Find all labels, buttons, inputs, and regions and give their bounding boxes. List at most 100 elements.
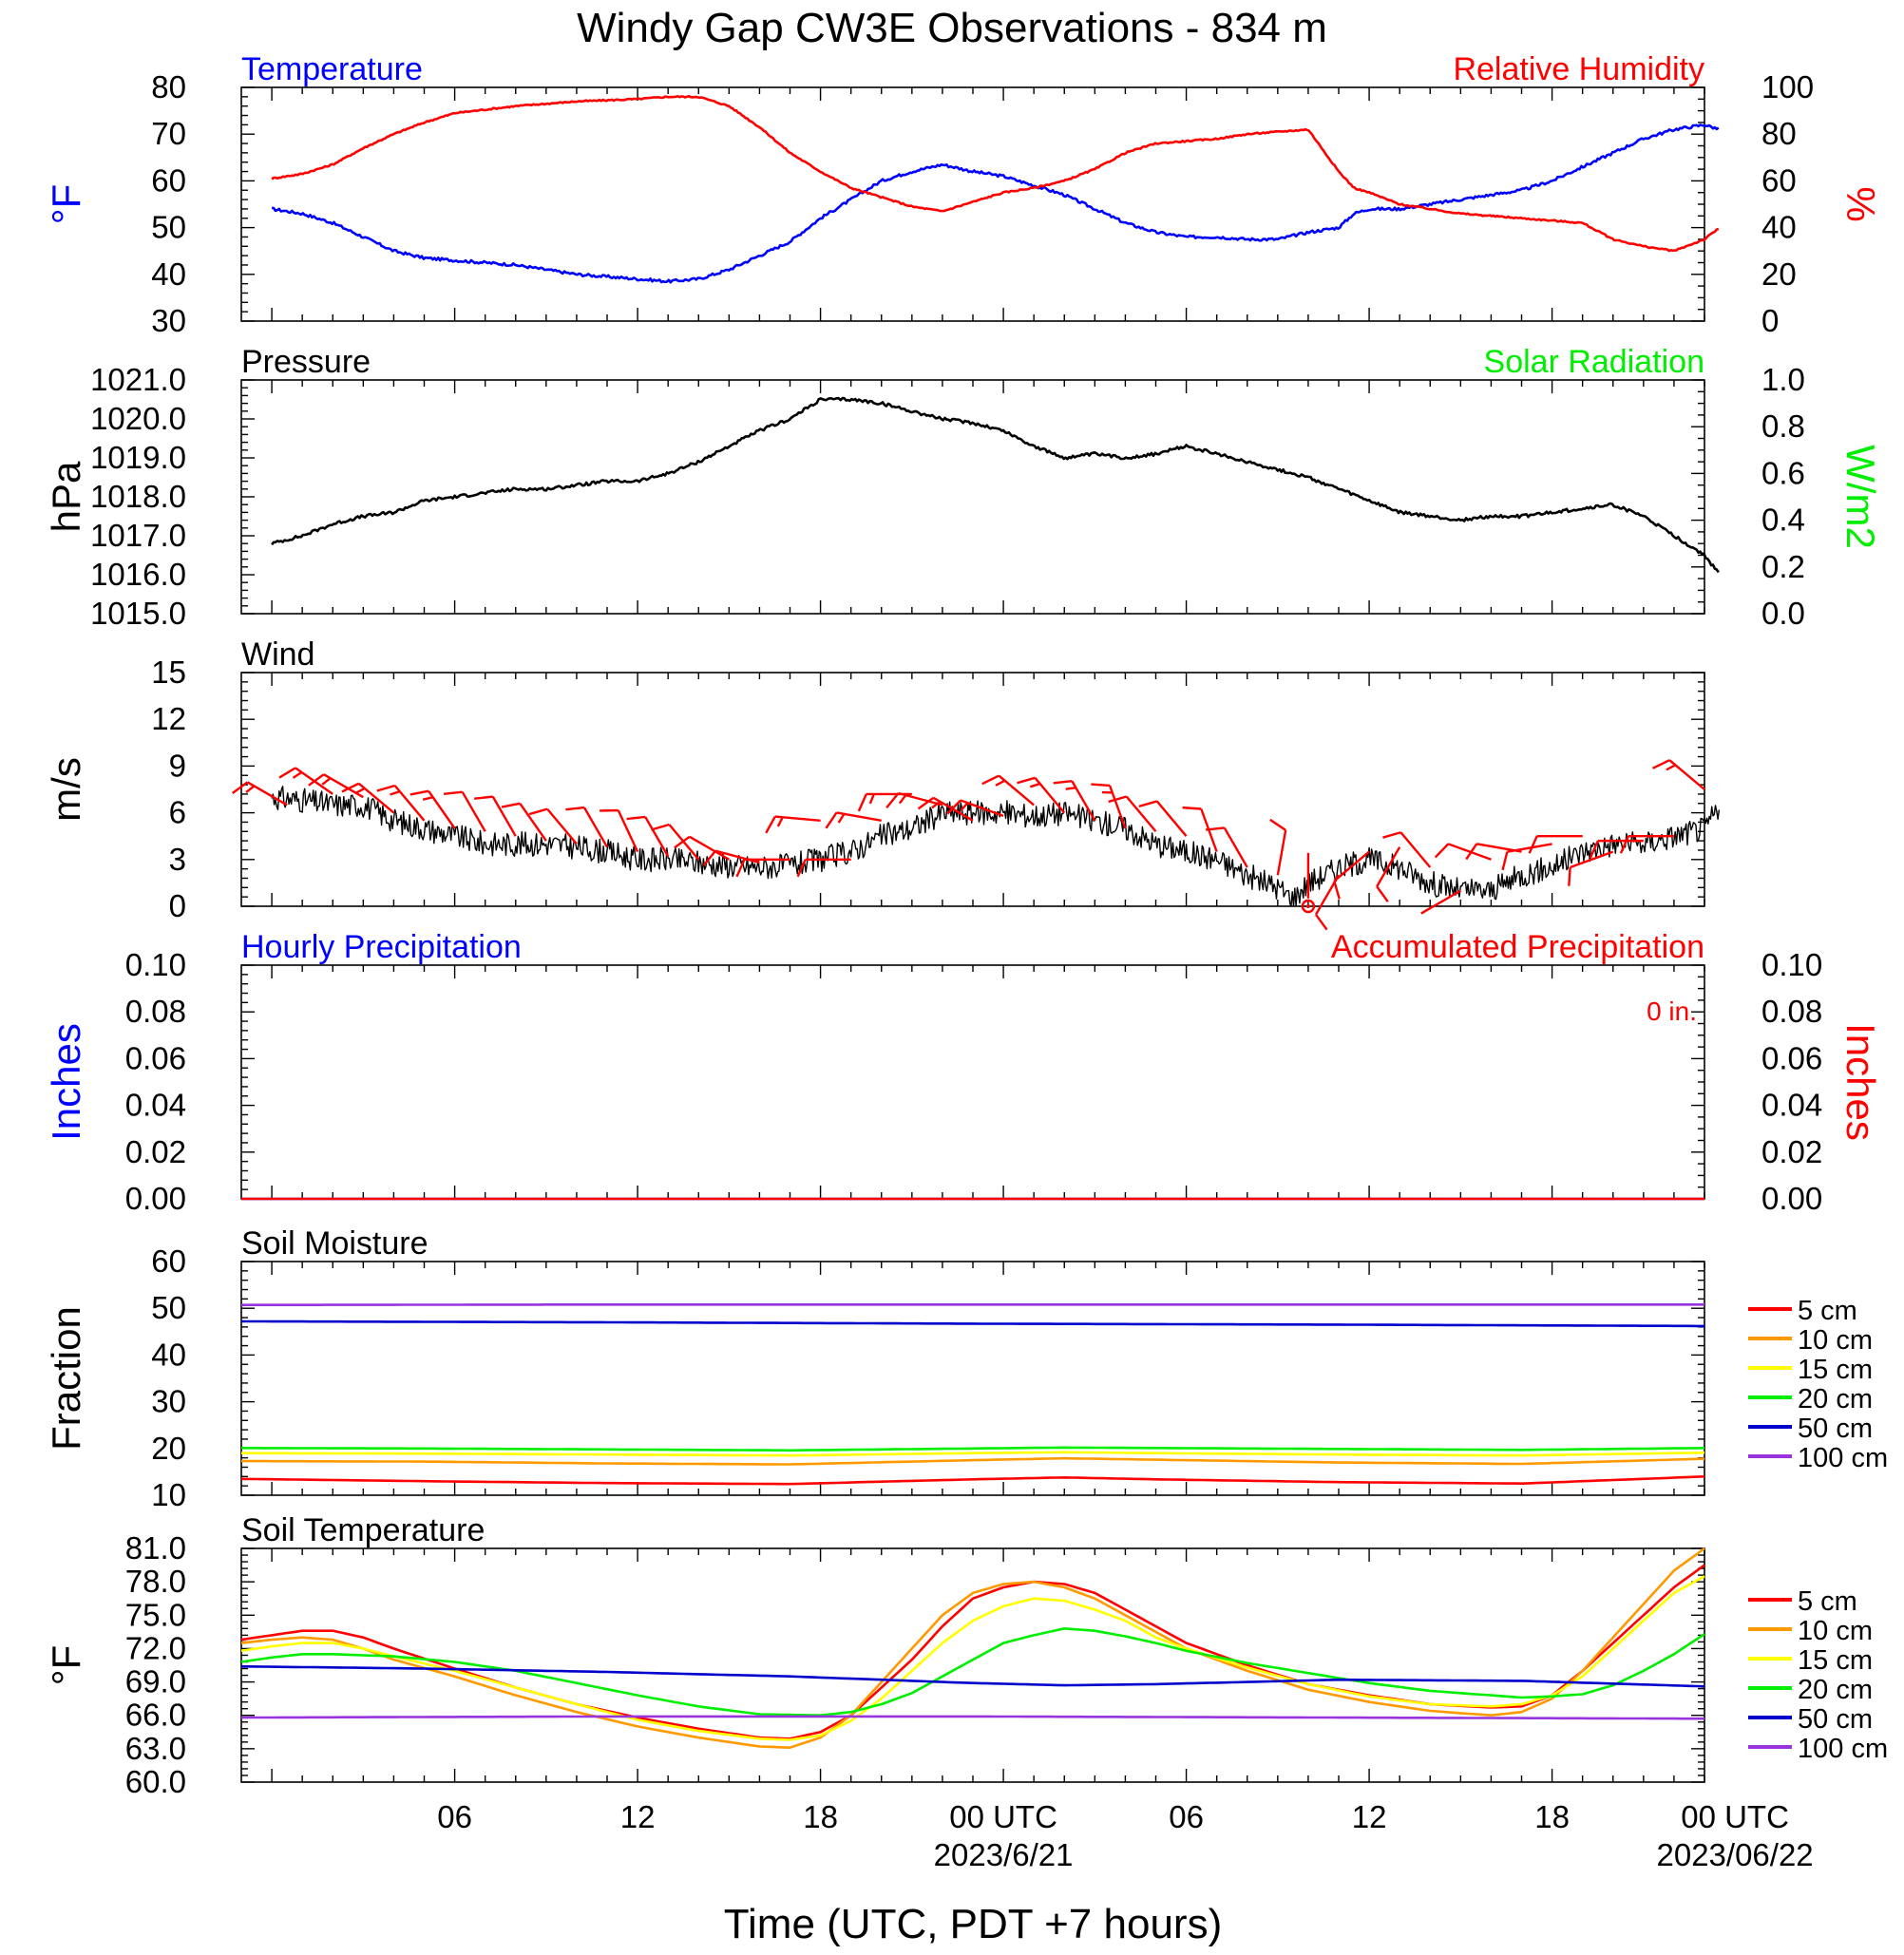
barb-shaft: [461, 791, 486, 832]
y-tick-label-right: 0.4: [1761, 503, 1805, 538]
barb-shaft: [898, 791, 943, 807]
y-tick-label-right: 1.0: [1761, 362, 1805, 397]
barb-feather: [1465, 843, 1478, 861]
barb-half-feather: [837, 813, 846, 824]
legend-label: 15 cm: [1798, 1645, 1873, 1676]
wind-barb: [1589, 839, 1644, 859]
legend-label: 50 cm: [1798, 1414, 1873, 1444]
barb-shaft: [1108, 785, 1127, 829]
barb-feather: [735, 859, 746, 878]
y-tick-label-right: 20: [1761, 256, 1797, 292]
y-axis-label-left: m/s: [44, 757, 88, 822]
panel-title-right: Solar Radiation: [1484, 344, 1704, 380]
barb-feather: [600, 808, 619, 812]
wind-barb: [1652, 759, 1705, 790]
barb-feather: [674, 835, 691, 849]
barb-feather: [278, 767, 296, 779]
y-tick-label-right: 80: [1761, 116, 1797, 151]
y-tick-label: 80: [151, 69, 186, 104]
y-axis-label-right: %: [1838, 186, 1883, 221]
barb-feather: [885, 792, 900, 809]
y-tick-label: 72.0: [125, 1630, 186, 1665]
series-line-100cm: [240, 1715, 1704, 1720]
wind-barb: [341, 782, 395, 814]
barb-feather: [1108, 795, 1127, 804]
plot-frame: [240, 379, 1705, 615]
y-tick-label: 0.00: [125, 1181, 186, 1216]
wind-barb: [1053, 780, 1096, 822]
y-tick-label: 69.0: [125, 1664, 186, 1699]
barb-feather: [528, 807, 548, 816]
legend-label: 50 cm: [1798, 1704, 1873, 1735]
series-line-15cm: [241, 1451, 1705, 1457]
y-tick-label: 40: [151, 256, 186, 292]
barb-half-feather: [995, 779, 1006, 787]
series-line-20cm: [240, 1627, 1705, 1717]
barb-shaft: [1570, 850, 1614, 869]
wind-barb: [626, 815, 670, 858]
y-axis-label-left: Inches: [44, 1023, 88, 1141]
barb-feather: [1333, 881, 1341, 900]
y-tick-label: 78.0: [125, 1564, 186, 1599]
y-tick-label-right: 100: [1761, 69, 1814, 104]
y-tick-label: 10: [151, 1477, 186, 1512]
barb-feather: [341, 782, 360, 793]
series-line-10cm: [241, 1456, 1705, 1466]
barb-half-feather: [898, 794, 907, 805]
wind-barb: [528, 807, 578, 845]
wind-barb: [565, 806, 609, 848]
wind-barb: [1091, 783, 1127, 829]
barb-feather: [1528, 835, 1538, 854]
y-tick-label: 30: [151, 1384, 186, 1419]
barb-shaft: [1447, 843, 1492, 861]
barb-feather: [765, 816, 776, 834]
wind-barb: [651, 823, 700, 861]
barb-feather: [626, 815, 646, 821]
y-tick-label: 0.10: [125, 947, 186, 982]
x-date-label: 2023/6/21: [934, 1837, 1074, 1872]
wind-barb: [885, 791, 943, 809]
barb-shaft: [1333, 850, 1370, 883]
wind-barb: [1501, 843, 1552, 871]
barb-half-feather: [1029, 782, 1040, 788]
series-line-5cm: [240, 1475, 1705, 1486]
legend-label: 100 cm: [1798, 1734, 1888, 1764]
series-line-15cm: [240, 1575, 1705, 1741]
y-tick-label-right: 0.0: [1761, 596, 1805, 631]
barb-feather: [409, 789, 429, 796]
barb-shaft: [1399, 831, 1432, 868]
y-tick-label: 50: [151, 1290, 186, 1325]
barb-feather: [917, 796, 935, 810]
panel-title-left: Soil Moisture: [241, 1225, 428, 1262]
y-tick-label: 81.0: [125, 1530, 186, 1566]
barb-shaft: [1420, 889, 1461, 915]
barb-shaft: [689, 835, 730, 861]
x-axis-label: Time (UTC, PDT +7 hours): [724, 1901, 1222, 1947]
y-tick-label-right: 60: [1761, 162, 1797, 198]
barb-half-feather: [321, 777, 332, 786]
y-tick-label: 20: [151, 1431, 186, 1466]
barb-shaft: [1125, 795, 1157, 833]
series-line-10cm: [240, 1547, 1705, 1749]
wind-barb: [1568, 850, 1614, 886]
y-tick-label: 0.02: [125, 1134, 186, 1169]
barb-shaft: [617, 809, 639, 853]
barb-feather: [1269, 818, 1286, 831]
wind-barb: [474, 795, 517, 837]
series-line: [271, 94, 1720, 253]
barb-feather: [231, 781, 249, 794]
y-tick-label-right: 0.08: [1761, 994, 1822, 1029]
barb-feather: [1382, 831, 1401, 839]
barb-feather: [376, 784, 395, 792]
wind-barb: [501, 802, 547, 842]
series-line-50cm: [241, 1319, 1704, 1328]
wind-barb: [1376, 846, 1401, 902]
y-tick-label: 66.0: [125, 1698, 186, 1733]
wind-barb: [1108, 795, 1157, 833]
wind-barb: [443, 790, 486, 832]
wind-barb: [1434, 843, 1492, 861]
y-tick-label: 6: [169, 795, 186, 830]
y-axis-label-right: W/m2: [1838, 445, 1883, 549]
